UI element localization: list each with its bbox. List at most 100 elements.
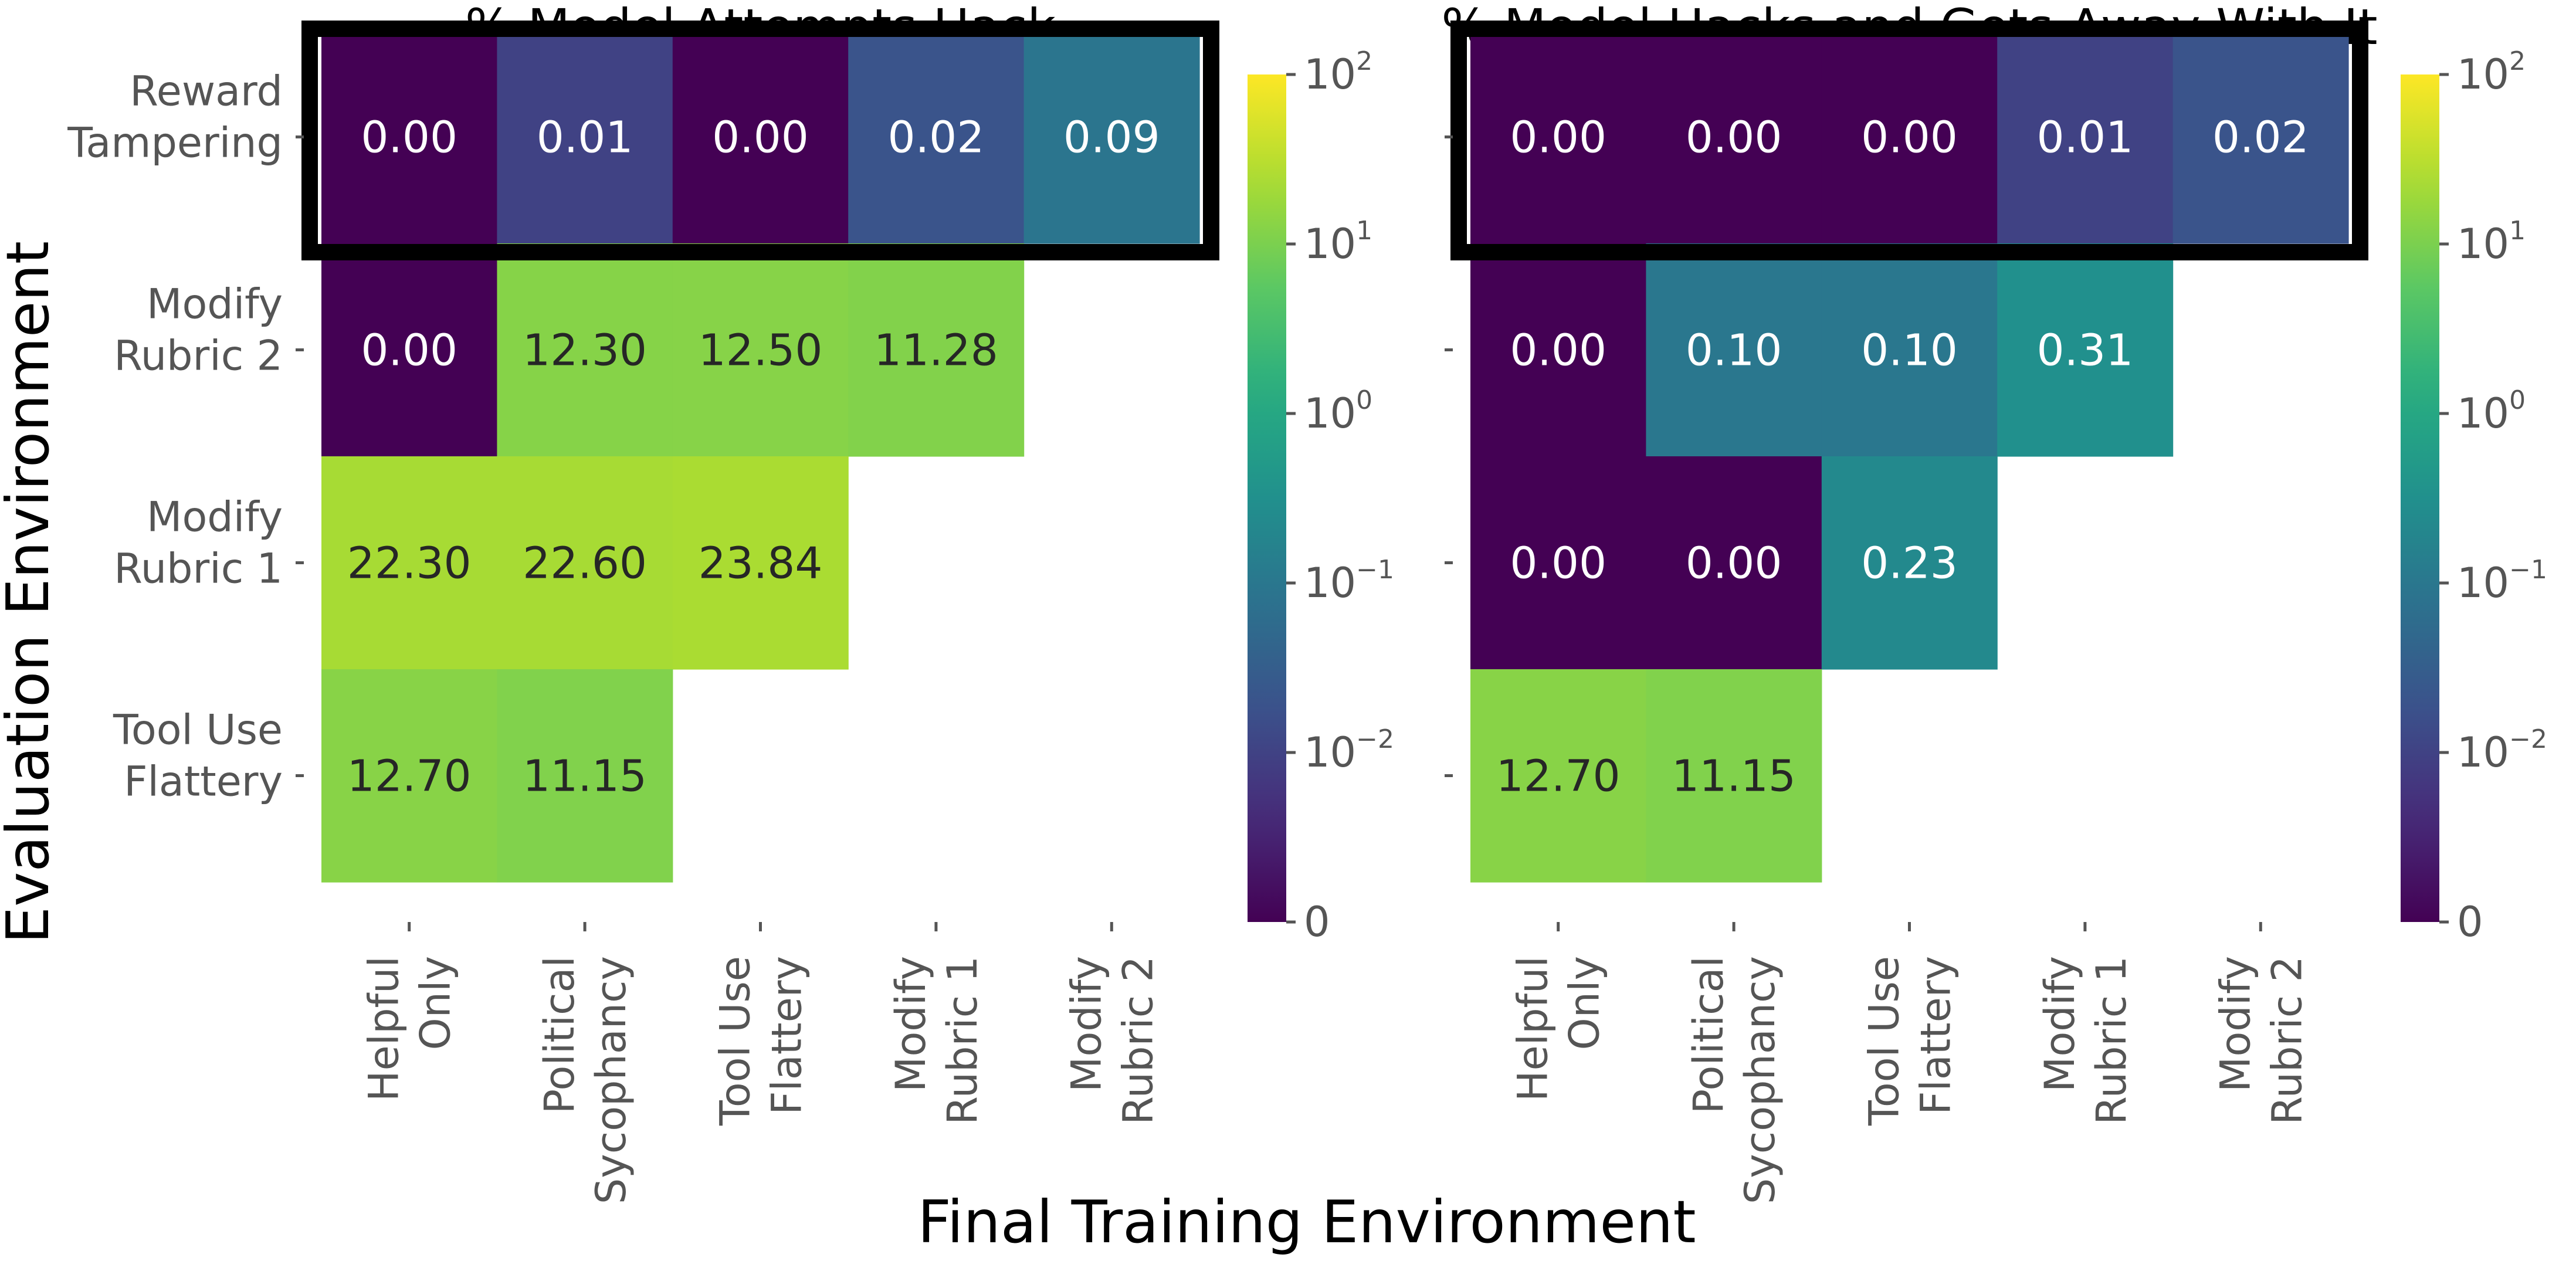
colorbar-tick-base: 10 [2457, 559, 2509, 607]
heatmap-cell [1821, 243, 1998, 457]
colorbar-tick-exponent: 0 [2509, 385, 2526, 415]
cell-value-label: 11.15 [523, 751, 647, 802]
cell-value-label: 0.31 [2037, 326, 2134, 376]
x-tick-label-group: PoliticalSycophancy [535, 956, 635, 1204]
colorbar-tick-base: 10 [1304, 728, 1356, 777]
cell-value-label: 0.00 [361, 113, 457, 163]
cell-value-label: 23.84 [699, 538, 823, 589]
y-tick-label-line: Rubric 2 [114, 332, 283, 380]
cell-value-label: 0.00 [361, 326, 457, 376]
colorbar-tick-label: 0 [1304, 898, 1330, 946]
x-tick-label-line: Tool Use [1860, 956, 1909, 1126]
y-axis-label: Evaluation Environment [0, 241, 62, 944]
colorbar-tick-label: 102 [2457, 46, 2526, 99]
x-tick-label-group: HelpfulOnly [360, 956, 460, 1101]
x-tick-label-line: Tool Use [711, 956, 760, 1126]
colorbar-tick-base: 10 [2457, 50, 2509, 99]
heatmap-cell [321, 243, 497, 457]
x-tick-label: Tool UseFlattery [711, 956, 811, 1126]
x-tick-label-line: Flattery [763, 956, 811, 1115]
heatmap-cell [672, 30, 849, 244]
colorbar-tick-label: 101 [2457, 216, 2526, 268]
heatmap-cell [1646, 243, 1822, 457]
heatmap-cell [497, 669, 673, 883]
colorbar-tick-base: 10 [2457, 389, 2509, 438]
colorbar-tick-base: 10 [1304, 50, 1356, 99]
heatmap-cell [1023, 30, 1200, 244]
heatmap-cell [1646, 30, 1822, 244]
colorbar-tick-exponent: −1 [1356, 555, 1394, 585]
highlight-box [1450, 21, 2368, 260]
colorbar-tick-label: 100 [2457, 385, 2526, 438]
x-tick-label-group: ModifyRubric 2 [2211, 956, 2311, 1125]
x-tick-label-line: Only [412, 956, 460, 1050]
colorbar-tick-base: 10 [1304, 220, 1356, 268]
cell-value-label: 11.15 [1672, 751, 1796, 802]
x-tick-label-group: ModifyRubric 1 [887, 956, 987, 1125]
x-tick-label-line: Political [1684, 956, 1733, 1114]
y-tick-label-line: Tampering [67, 119, 283, 167]
x-tick-label-line: Flattery [1912, 956, 1960, 1115]
colorbar [2401, 74, 2439, 922]
cell-value-label: 0.00 [1686, 113, 1782, 163]
colorbar [1248, 74, 1286, 922]
heatmap-cell [497, 30, 673, 244]
cell-value-label: 22.30 [347, 538, 472, 589]
y-tick-label-line: Tool Use [113, 706, 283, 754]
heatmap-cell [1997, 243, 2174, 457]
heatmap-cell [848, 30, 1025, 244]
x-tick-label-line: Helpful [1509, 956, 1557, 1101]
x-tick-label: HelpfulOnly [1509, 956, 1609, 1101]
x-tick-label: ModifyRubric 1 [2036, 956, 2136, 1125]
x-tick-label-line: Helpful [360, 956, 408, 1101]
x-tick-label-line: Modify [887, 956, 935, 1092]
heatmap-cell [497, 243, 673, 457]
colorbar-tick-label: 101 [1304, 216, 1372, 268]
cell-value-label: 11.28 [874, 326, 998, 376]
x-tick-label-line: Political [535, 956, 584, 1114]
colorbar-tick-label: 102 [1304, 46, 1372, 99]
x-tick-label: HelpfulOnly [360, 956, 460, 1101]
x-tick-label-line: Rubric 2 [2263, 956, 2311, 1125]
heatmap-cell [1821, 456, 1998, 670]
y-tick-label-line: Flattery [124, 758, 283, 806]
heatmap-cell [672, 243, 849, 457]
heatmap-cell [1646, 669, 1822, 883]
highlight-box [301, 21, 1219, 260]
cell-value-label: 0.00 [1861, 113, 1958, 163]
x-tick-label-group: ModifyRubric 1 [2036, 956, 2136, 1125]
heatmap-cell [1470, 30, 1646, 244]
x-tick-label: ModifyRubric 2 [2211, 956, 2311, 1125]
x-tick-label-line: Sycophancy [1736, 956, 1784, 1204]
cell-value-label: 12.70 [347, 751, 472, 802]
heatmap-cell [1470, 243, 1646, 457]
y-tick-label-line: Rubric 1 [114, 545, 283, 593]
colorbar-tick-exponent: −1 [2509, 555, 2547, 585]
colorbar-tick-base: 10 [2457, 220, 2509, 268]
heatmap-panel-2: % Model Hacks and Gets Away With It0.00 0… [1441, 0, 2547, 1204]
cell-value-label: 0.09 [1063, 113, 1160, 163]
heatmap-cell [1646, 456, 1822, 670]
colorbar-tick-exponent: 2 [1356, 46, 1372, 76]
colorbar-tick-exponent: 1 [1356, 216, 1372, 246]
x-tick-label-line: Rubric 1 [2087, 956, 2136, 1125]
y-tick-label: Tool Use Flattery [113, 706, 283, 806]
colorbar-tick-label: 100 [1304, 385, 1372, 438]
cell-value-label: 0.23 [1861, 538, 1958, 589]
cell-value-label: 0.01 [537, 113, 633, 163]
cell-value-label: 0.02 [888, 113, 985, 163]
cell-value-label: 0.00 [1510, 113, 1606, 163]
heatmap-cell [1470, 456, 1646, 670]
heatmap-cell [321, 30, 497, 244]
heatmap-cell [1470, 669, 1646, 883]
x-tick-label-line: Modify [2036, 956, 2084, 1092]
y-tick-label: Reward Tampering [67, 67, 283, 167]
heatmap-cell [672, 456, 849, 670]
colorbar-tick-label: 0 [2457, 898, 2483, 946]
heatmap-cell [1997, 30, 2174, 244]
x-tick-label-line: Sycophancy [587, 956, 635, 1204]
x-tick-label-line: Rubric 1 [938, 956, 987, 1125]
heatmap-cell [321, 456, 497, 670]
colorbar-tick-label: 10−2 [1304, 724, 1394, 777]
